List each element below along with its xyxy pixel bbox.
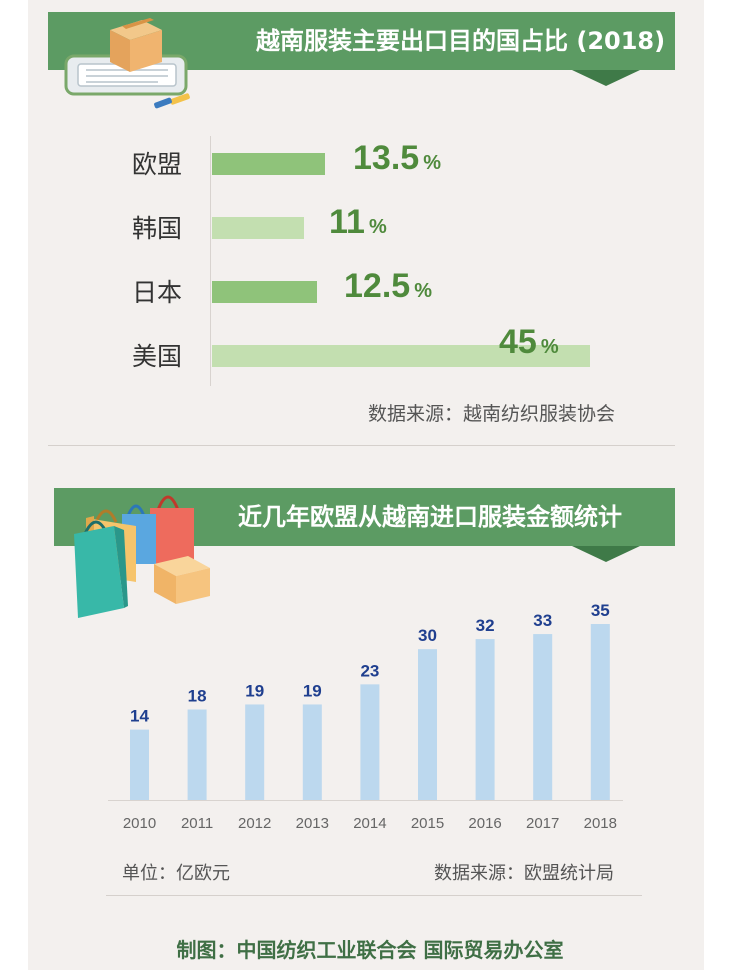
bar-usa bbox=[212, 345, 590, 367]
section1-title: 越南服装主要出口目的国占比 (2018) bbox=[256, 27, 666, 55]
section1-banner-tail bbox=[572, 70, 640, 86]
percent-unit: % bbox=[368, 216, 387, 238]
year-label-2015: 2015 bbox=[410, 815, 445, 832]
column-bar-2012 bbox=[245, 704, 265, 800]
infographic-panel bbox=[28, 0, 704, 970]
section1-axis-line bbox=[210, 136, 211, 386]
bar-korea bbox=[212, 217, 305, 239]
category-label-korea: 韩国 bbox=[132, 214, 183, 243]
category-label-eu: 欧盟 bbox=[132, 150, 183, 179]
column-value-2016: 32 bbox=[476, 616, 495, 635]
column-value-2013: 19 bbox=[303, 681, 322, 700]
column-bar-2016 bbox=[475, 639, 495, 800]
year-label-2013: 2013 bbox=[295, 815, 329, 832]
column-bar-2018 bbox=[590, 624, 610, 800]
year-label-2014: 2014 bbox=[353, 815, 387, 832]
category-label-usa: 美国 bbox=[132, 342, 183, 371]
year-labels: 2010 2011 2012 2013 2014 2015 2016 2017 … bbox=[100, 815, 620, 837]
shopping-bags-icon bbox=[74, 495, 210, 618]
column-value-2010: 14 bbox=[130, 707, 149, 726]
column-bar-2015 bbox=[418, 649, 437, 800]
column-bar-2017 bbox=[533, 634, 553, 800]
bar-eu bbox=[212, 153, 326, 175]
value-usa: 45 bbox=[499, 323, 537, 361]
value-label-korea: 11% bbox=[329, 203, 387, 242]
column-bar-2014 bbox=[360, 684, 380, 800]
year-label-2017: 2017 bbox=[526, 815, 560, 832]
year-label-2016: 2016 bbox=[468, 815, 502, 832]
percent-unit: % bbox=[540, 336, 559, 358]
column-bar-2011 bbox=[187, 709, 207, 800]
section-divider bbox=[48, 445, 675, 446]
section2-banner-tail bbox=[572, 546, 640, 562]
column-chart: 14 18 19 19 23 30 32 33 35 bbox=[130, 601, 610, 800]
value-label-eu: 13.5% bbox=[353, 139, 441, 178]
column-chart-baseline bbox=[108, 800, 623, 801]
section1-source: 数据来源：越南纺织服装协会 bbox=[368, 403, 616, 425]
column-value-2015: 30 bbox=[418, 626, 437, 645]
section2-source: 数据来源：欧盟统计局 bbox=[434, 863, 614, 884]
column-bar-2013 bbox=[302, 704, 322, 800]
column-value-2017: 33 bbox=[533, 611, 552, 630]
footer-divider bbox=[106, 895, 642, 896]
percent-unit: % bbox=[423, 152, 441, 174]
value-eu: 13.5 bbox=[353, 139, 420, 177]
category-label-japan: 日本 bbox=[132, 278, 183, 307]
year-label-2011: 2011 bbox=[180, 815, 214, 832]
value-label-usa: 45% bbox=[499, 323, 559, 362]
year-label-2012: 2012 bbox=[238, 815, 272, 832]
year-label-2010: 2010 bbox=[122, 815, 157, 832]
section2-title: 近几年欧盟从越南进口服装金额统计 bbox=[238, 503, 622, 531]
percent-unit: % bbox=[414, 280, 432, 302]
column-value-2018: 35 bbox=[591, 601, 610, 620]
column-value-2011: 18 bbox=[188, 686, 207, 705]
footer-credit: 制图：中国纺织工业联合会 国际贸易办公室 bbox=[176, 938, 564, 962]
package-icon bbox=[64, 18, 190, 109]
column-value-2012: 19 bbox=[245, 681, 264, 700]
year-label-2018: 2018 bbox=[583, 815, 617, 832]
value-korea: 11 bbox=[329, 203, 365, 241]
value-label-japan: 12.5% bbox=[344, 267, 432, 306]
column-value-2014: 23 bbox=[360, 661, 379, 680]
bar-japan bbox=[212, 281, 317, 303]
value-japan: 12.5 bbox=[344, 267, 411, 305]
column-bar-2010 bbox=[130, 729, 149, 800]
unit-note: 单位：亿欧元 bbox=[122, 863, 230, 884]
